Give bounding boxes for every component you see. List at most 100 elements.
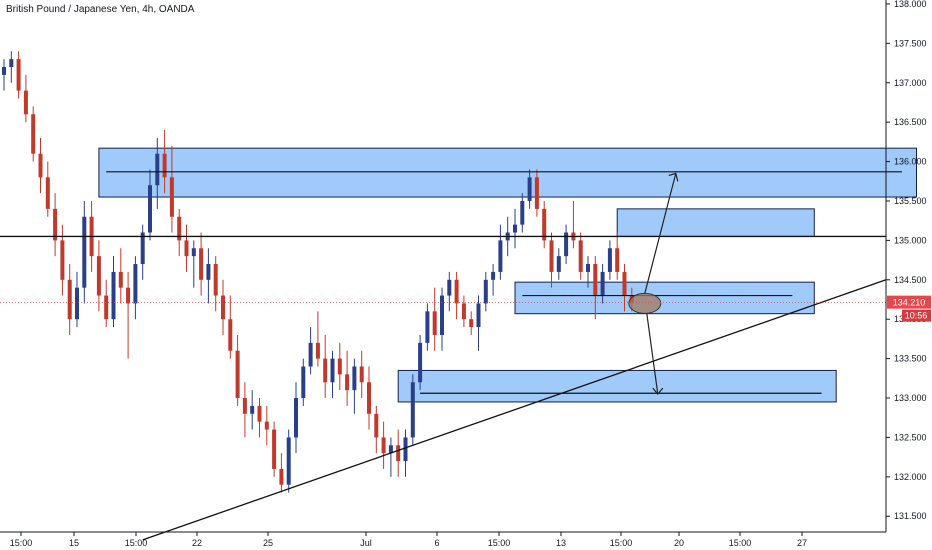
price-tick-label: 135.000 bbox=[894, 235, 927, 245]
candle-body bbox=[367, 382, 371, 414]
candle-body bbox=[410, 382, 415, 438]
candle-body bbox=[257, 405, 262, 422]
candle-body bbox=[520, 200, 525, 225]
candles-layer bbox=[2, 51, 634, 493]
time-tick-label: 20 bbox=[674, 538, 684, 548]
candle-body bbox=[75, 287, 79, 320]
trendline[interactable] bbox=[142, 279, 887, 541]
last-price-label: 134.210 bbox=[893, 298, 926, 308]
candle-body bbox=[388, 445, 393, 454]
price-badges: 134.210 10:56 bbox=[887, 295, 931, 322]
price-tick-label: 134.500 bbox=[894, 275, 927, 285]
price-tick-label: 133.000 bbox=[894, 393, 927, 403]
candle-body bbox=[396, 445, 401, 462]
candle-body bbox=[82, 216, 87, 288]
time-tick-label: 25 bbox=[263, 538, 273, 548]
candle-body bbox=[242, 398, 247, 414]
zone-rect[interactable] bbox=[514, 281, 815, 315]
chart-title: British Pound / Japanese Yen, 4h, OANDA bbox=[6, 4, 195, 15]
time-tick-label: 15:00 bbox=[729, 538, 752, 548]
candle-body bbox=[45, 177, 50, 209]
price-tick-label: 137.500 bbox=[894, 38, 927, 48]
candle-body bbox=[272, 429, 277, 469]
candle-body bbox=[374, 413, 379, 438]
candle-body bbox=[111, 271, 116, 320]
candle-body bbox=[162, 153, 167, 178]
price-tick-label: 131.500 bbox=[894, 511, 927, 521]
candle-body bbox=[104, 295, 109, 320]
candle-body bbox=[359, 366, 364, 383]
price-tick-label: 132.000 bbox=[894, 472, 927, 482]
candle-body bbox=[469, 319, 474, 328]
candle-body bbox=[2, 66, 6, 75]
candle-body bbox=[607, 248, 612, 272]
zone-rect[interactable] bbox=[397, 369, 837, 403]
candle-body bbox=[155, 153, 160, 186]
price-axis[interactable]: 138.000 137.500 137.000 136.500 136.000 135.5… bbox=[886, 0, 927, 521]
candle-body bbox=[534, 177, 539, 209]
bullish-arrow[interactable] bbox=[644, 173, 677, 294]
candle-body bbox=[403, 437, 408, 462]
zone-rect[interactable] bbox=[98, 147, 917, 198]
candle-body bbox=[432, 311, 437, 335]
candle-body bbox=[483, 279, 488, 304]
candle-body bbox=[615, 248, 620, 272]
time-tick-label: 15:00 bbox=[488, 538, 511, 548]
candle-body bbox=[53, 208, 58, 241]
countdown-badge bbox=[902, 309, 931, 322]
candle-body bbox=[491, 271, 496, 280]
candle-body bbox=[454, 279, 459, 304]
time-tick-label: Jul bbox=[360, 538, 372, 548]
time-tick-label: 15 bbox=[69, 538, 79, 548]
candle-body bbox=[96, 256, 101, 296]
time-axis[interactable]: 15:00 15 15:00 22 25 Jul 6 15:00 13 15:00 20 15:00 2… bbox=[10, 532, 807, 548]
candle-body bbox=[461, 303, 466, 320]
price-tick-label: 133.500 bbox=[894, 354, 927, 364]
candle-body bbox=[38, 153, 43, 178]
time-tick-label: 22 bbox=[192, 538, 202, 548]
candle-body bbox=[235, 350, 240, 399]
last-price-badge bbox=[887, 295, 931, 309]
candle-body bbox=[16, 59, 21, 91]
time-tick-label: 6 bbox=[434, 538, 439, 548]
candle-body bbox=[308, 342, 313, 367]
candle-body bbox=[67, 279, 72, 320]
candle-body bbox=[337, 358, 342, 375]
zone-rect[interactable] bbox=[616, 208, 815, 237]
candle-body bbox=[148, 185, 152, 233]
candle-body bbox=[23, 90, 28, 115]
candle-body bbox=[556, 256, 561, 272]
time-tick-label: 15:00 bbox=[610, 538, 633, 548]
projection-ellipse[interactable] bbox=[628, 292, 662, 314]
time-tick-label: 15:00 bbox=[125, 538, 148, 548]
candle-body bbox=[593, 264, 598, 296]
candle-body bbox=[330, 358, 335, 383]
candle-body bbox=[381, 437, 386, 454]
candle-body bbox=[425, 311, 430, 343]
candle-body bbox=[578, 240, 583, 272]
bearish-arrow[interactable] bbox=[646, 313, 659, 395]
candle-body bbox=[177, 216, 182, 241]
candle-body bbox=[622, 271, 627, 296]
candle-body bbox=[323, 358, 328, 383]
candle-body bbox=[140, 232, 145, 265]
candle-body bbox=[447, 279, 452, 296]
drawings-layer bbox=[0, 171, 902, 541]
bearish-arrow-head bbox=[652, 387, 664, 396]
candle-body bbox=[199, 248, 204, 280]
price-tick-label: 138.000 bbox=[894, 0, 927, 9]
candle-body bbox=[213, 264, 218, 296]
candle-body bbox=[206, 264, 211, 280]
time-tick-label: 13 bbox=[556, 538, 566, 548]
candle-body bbox=[264, 421, 269, 430]
candle-body bbox=[250, 405, 255, 414]
candle-body bbox=[564, 232, 569, 257]
candle-body bbox=[294, 398, 298, 438]
candle-body bbox=[498, 240, 503, 272]
candle-body bbox=[315, 342, 320, 359]
candle-body bbox=[133, 264, 138, 304]
candle-body bbox=[191, 248, 196, 257]
plot-background bbox=[0, 0, 886, 532]
price-tick-label: 136.000 bbox=[894, 157, 927, 167]
